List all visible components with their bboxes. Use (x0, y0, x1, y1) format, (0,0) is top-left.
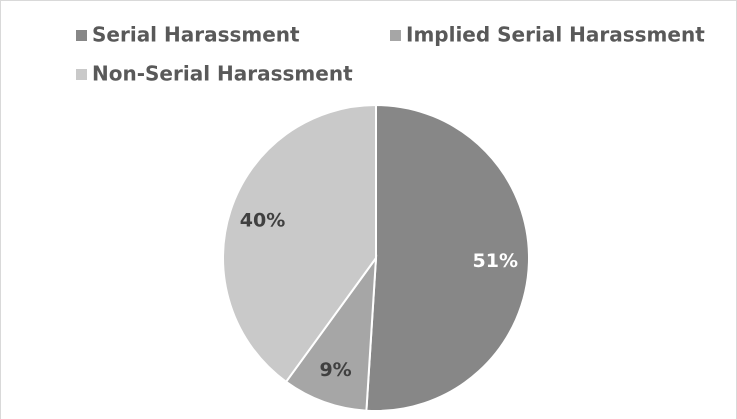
data-label: 40% (240, 210, 285, 232)
pie-slice (222, 103, 377, 384)
legend-swatch (390, 30, 401, 41)
legend-label: Non-Serial Harassment (92, 62, 353, 86)
data-label: 51% (473, 250, 518, 272)
pie-slice (365, 103, 530, 412)
pie-slice (284, 254, 378, 412)
legend-swatch (76, 69, 87, 80)
legend-swatch (76, 30, 87, 41)
data-label: 9% (319, 359, 351, 381)
legend-label: Implied Serial Harassment (406, 23, 705, 47)
legend-label: Serial Harassment (92, 23, 300, 47)
